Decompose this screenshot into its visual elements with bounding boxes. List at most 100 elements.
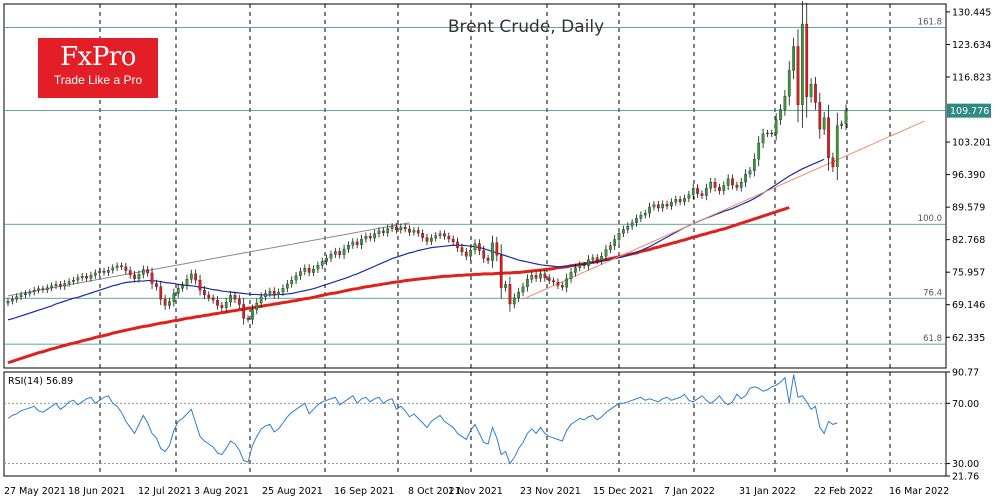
candle-body-down: [41, 288, 45, 290]
candle-body-down: [556, 281, 560, 286]
candle-body-up: [50, 285, 53, 288]
candle-body-up: [766, 132, 769, 135]
candle-body-up: [342, 248, 346, 255]
candle-body-down: [368, 236, 372, 239]
candle-body-down: [482, 250, 486, 259]
candle: [224, 297, 228, 313]
candle-body-up: [316, 265, 320, 270]
candle-body-up: [635, 218, 638, 223]
candle: [543, 270, 547, 282]
candle: [844, 104, 848, 131]
candle: [159, 280, 163, 306]
candle-body-up: [752, 159, 756, 171]
candle: [499, 244, 503, 299]
candle-body-up: [783, 96, 787, 110]
candle: [351, 238, 355, 249]
candle: [368, 232, 372, 242]
candle: [595, 254, 599, 265]
candle-body-down: [128, 270, 132, 276]
candle-body-up: [569, 272, 573, 279]
candle: [19, 291, 23, 301]
candle-body-down: [464, 251, 468, 257]
candle: [203, 286, 206, 299]
candle: [416, 226, 420, 237]
candle: [451, 235, 455, 246]
candle: [246, 315, 250, 323]
candle-body-up: [600, 256, 603, 261]
candle-body-up: [320, 261, 324, 266]
candle: [731, 174, 734, 190]
candle: [242, 298, 246, 325]
candle-body-down: [408, 228, 411, 233]
candle-body-up: [504, 284, 507, 288]
candle-body-up: [748, 170, 752, 175]
candle: [613, 235, 617, 251]
fib-level-label: 161.8: [918, 17, 942, 27]
candle: [805, 3, 809, 118]
candle: [739, 177, 743, 192]
x-tick-label: 16 Sep 2021: [334, 486, 394, 497]
price-tick-label: 69.146: [952, 300, 985, 311]
candle-body-down: [831, 157, 835, 168]
x-tick-label: 15 Dec 2021: [593, 486, 654, 497]
candle: [792, 37, 795, 80]
candle-body-down: [486, 257, 490, 261]
candle-body-down: [146, 269, 150, 274]
price-tick-label: 130.445: [952, 7, 991, 18]
candle: [622, 225, 625, 238]
candle-body-down: [478, 243, 481, 251]
candle: [59, 281, 62, 290]
candle-body-up: [98, 270, 102, 274]
candle: [198, 274, 202, 296]
candle-body-up: [652, 204, 656, 208]
candle: [364, 232, 368, 243]
x-tick-label: 12 Jul 2021: [138, 486, 192, 497]
candle: [539, 269, 542, 283]
candle: [45, 284, 49, 294]
candle: [534, 271, 538, 282]
candle: [626, 222, 630, 234]
candle-body-up: [626, 225, 630, 230]
candle: [643, 209, 647, 219]
candle-body-down: [216, 300, 219, 306]
candle-body-up: [726, 178, 730, 186]
candle-body-up: [517, 291, 521, 298]
candle-body-up: [255, 302, 259, 310]
candle-body-down: [233, 295, 237, 300]
candle-body-down: [460, 247, 464, 253]
candle: [556, 278, 560, 290]
current-price-label: 109.776: [950, 106, 989, 117]
candle-body-up: [185, 278, 189, 286]
candle-body-down: [560, 285, 564, 288]
candle: [50, 282, 53, 292]
candle-body-up: [268, 290, 272, 294]
candle: [338, 247, 342, 259]
candle: [80, 273, 84, 281]
candle: [386, 224, 390, 237]
candle-body-up: [822, 117, 826, 130]
candle-body-up: [277, 291, 280, 296]
candle: [150, 267, 154, 289]
candle: [783, 89, 787, 116]
candle-body-down: [678, 199, 682, 202]
candle-body-down: [355, 241, 359, 245]
candle-body-up: [674, 199, 678, 203]
candle-body-down: [770, 132, 774, 135]
candle: [478, 239, 481, 256]
candle: [115, 262, 119, 272]
candle-body-up: [303, 268, 307, 272]
candle: [661, 200, 665, 212]
candle: [547, 274, 551, 285]
candle-body-up: [19, 294, 23, 297]
candle: [189, 269, 193, 284]
candle-body-up: [89, 275, 93, 279]
candle-body-down: [85, 276, 88, 279]
candle-body-up: [578, 264, 582, 268]
candle-body-down: [207, 294, 211, 298]
candle-body-up: [630, 222, 634, 227]
candle: [320, 257, 324, 270]
candle: [617, 228, 621, 244]
candle: [98, 267, 102, 277]
candle-body-down: [421, 233, 424, 238]
candle-body-up: [390, 226, 394, 229]
